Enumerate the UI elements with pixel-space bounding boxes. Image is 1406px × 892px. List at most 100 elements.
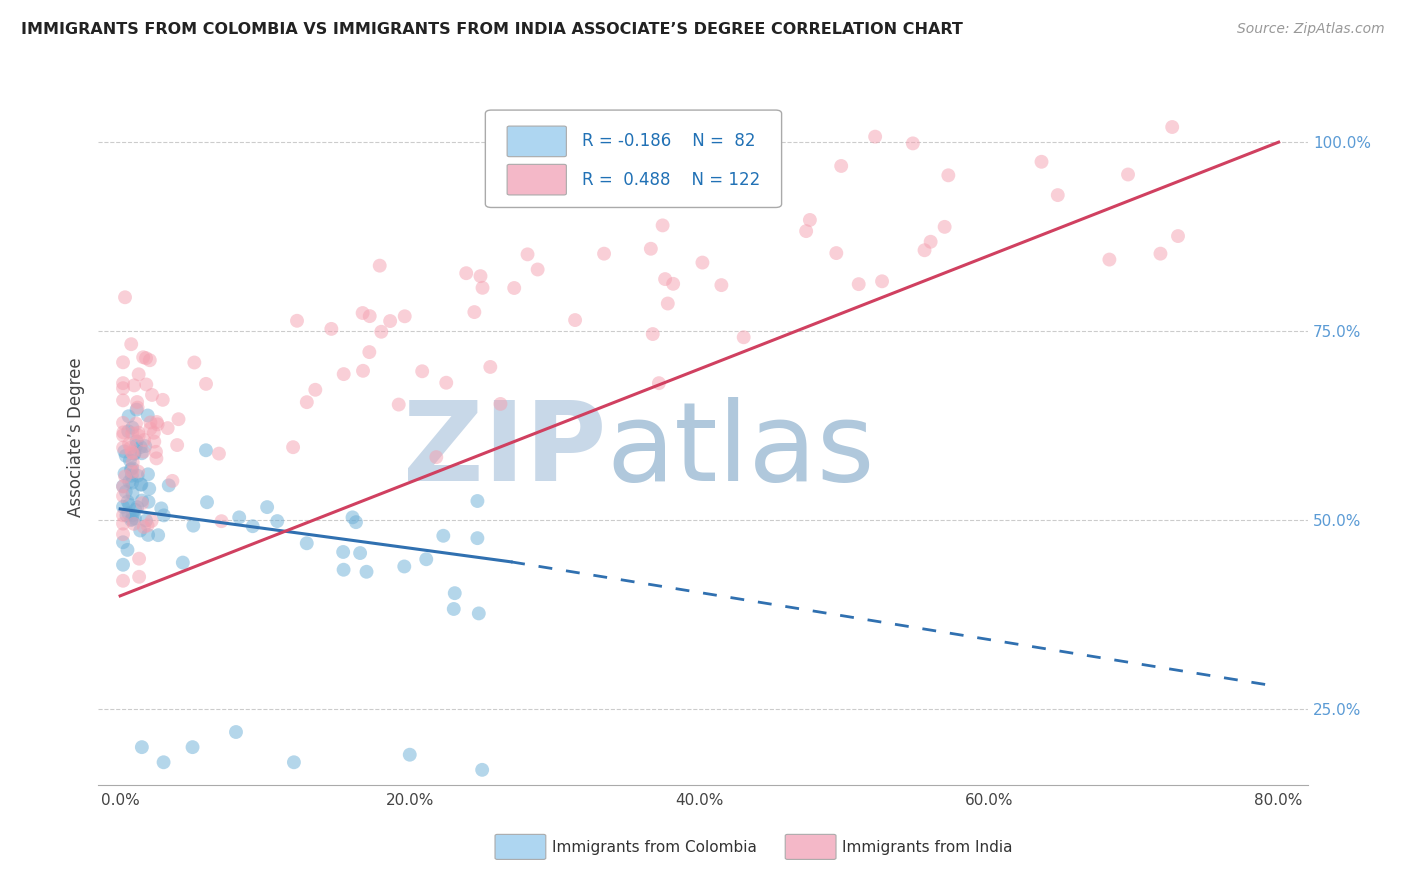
Point: [121, 445, 143, 459]
Text: Source: ZipAtlas.com: Source: ZipAtlas.com: [1237, 22, 1385, 37]
Point: [304, 383, 326, 397]
FancyBboxPatch shape: [785, 834, 837, 859]
Point: [121, 465, 143, 479]
Point: [463, 305, 485, 319]
Point: [127, 425, 149, 440]
Point: [125, 417, 148, 431]
Point: [131, 477, 153, 491]
Point: [138, 482, 160, 496]
Point: [115, 508, 138, 523]
Point: [112, 535, 135, 549]
Point: [794, 224, 817, 238]
Point: [141, 514, 163, 528]
Point: [112, 428, 135, 442]
Point: [657, 296, 679, 310]
Point: [470, 269, 492, 284]
Point: [368, 259, 391, 273]
Point: [112, 479, 135, 493]
Point: [195, 376, 218, 391]
Point: [112, 500, 135, 514]
Point: [136, 467, 159, 482]
Point: [710, 278, 733, 293]
Point: [120, 441, 142, 455]
Point: [145, 451, 167, 466]
Point: [121, 508, 143, 523]
Text: Immigrants from India: Immigrants from India: [842, 840, 1012, 855]
Point: [118, 437, 141, 451]
Point: [266, 514, 288, 528]
Point: [121, 426, 143, 441]
Point: [283, 756, 305, 770]
FancyBboxPatch shape: [508, 164, 567, 195]
Point: [117, 425, 139, 439]
Point: [616, 168, 638, 182]
Point: [359, 345, 381, 359]
Text: R =  0.488    N = 122: R = 0.488 N = 122: [582, 170, 761, 188]
Point: [651, 219, 673, 233]
Point: [128, 570, 150, 584]
Point: [467, 494, 489, 508]
Point: [593, 246, 616, 260]
Point: [124, 511, 146, 525]
Text: R = -0.186    N =  82: R = -0.186 N = 82: [582, 132, 755, 151]
Point: [378, 314, 401, 328]
Point: [394, 559, 416, 574]
Point: [132, 444, 155, 458]
Point: [415, 552, 437, 566]
Point: [432, 529, 454, 543]
Point: [914, 244, 936, 258]
Point: [150, 501, 173, 516]
Point: [285, 314, 308, 328]
Point: [112, 416, 135, 430]
Point: [112, 381, 135, 395]
Point: [425, 450, 447, 464]
Point: [295, 536, 318, 550]
Point: [830, 159, 852, 173]
Point: [370, 325, 392, 339]
Point: [654, 272, 676, 286]
Point: [662, 277, 685, 291]
Point: [112, 376, 135, 391]
Point: [1161, 120, 1184, 134]
Point: [134, 439, 156, 453]
Point: [648, 376, 671, 391]
Point: [114, 290, 136, 304]
Point: [146, 528, 169, 542]
Point: [920, 235, 942, 249]
Point: [145, 445, 167, 459]
Point: [692, 255, 714, 269]
Point: [132, 351, 155, 365]
Point: [1098, 252, 1121, 267]
Point: [134, 433, 156, 447]
FancyBboxPatch shape: [485, 110, 782, 208]
Point: [211, 514, 233, 528]
Point: [467, 531, 489, 545]
Point: [901, 136, 924, 151]
Point: [870, 274, 893, 288]
Point: [112, 574, 135, 588]
Point: [934, 219, 956, 234]
Point: [127, 468, 149, 483]
Point: [733, 330, 755, 344]
Point: [142, 425, 165, 440]
Point: [136, 409, 159, 423]
Point: [1149, 246, 1171, 260]
Point: [135, 351, 157, 366]
Point: [388, 398, 411, 412]
Point: [342, 510, 364, 524]
Point: [129, 524, 152, 538]
Point: [125, 439, 148, 453]
Point: [127, 500, 149, 515]
Point: [242, 519, 264, 533]
Point: [131, 446, 153, 460]
Point: [131, 493, 153, 508]
Point: [112, 516, 135, 531]
Point: [132, 520, 155, 534]
Point: [131, 496, 153, 510]
Point: [127, 465, 149, 479]
Point: [468, 607, 491, 621]
Point: [112, 441, 135, 455]
Point: [117, 494, 139, 508]
Point: [352, 306, 374, 320]
Point: [641, 327, 664, 342]
